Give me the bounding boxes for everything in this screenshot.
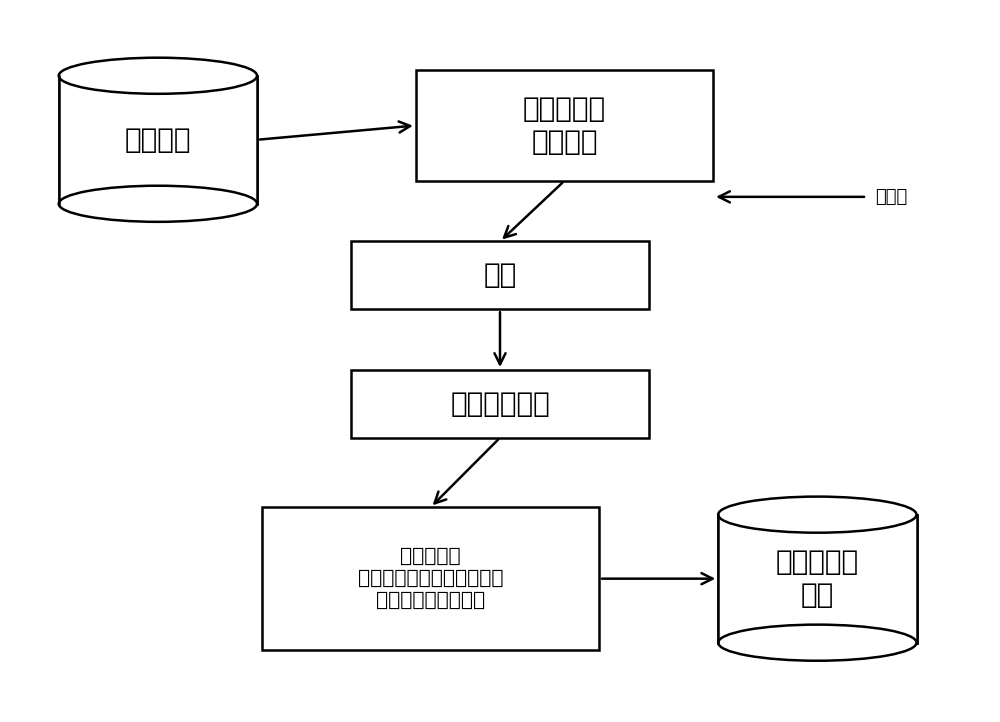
Bar <box>351 370 649 438</box>
Bar <box>416 70 713 180</box>
Text: 轨迹数据: 轨迹数据 <box>125 126 191 154</box>
Ellipse shape <box>59 186 257 222</box>
Text: 混合高斯模型: 混合高斯模型 <box>450 390 550 418</box>
Bar <box>718 515 916 643</box>
Text: 服务区车辆
驶入统计: 服务区车辆 驶入统计 <box>523 95 606 156</box>
Bar <box>351 241 649 309</box>
Bar <box>59 76 257 204</box>
Text: 多因素扩样
（主线断面交通量、服务区
类型、服务区间隔）: 多因素扩样 （主线断面交通量、服务区 类型、服务区间隔） <box>358 547 503 610</box>
Bar <box>262 508 599 650</box>
Ellipse shape <box>59 58 257 94</box>
Ellipse shape <box>718 625 916 661</box>
Ellipse shape <box>718 497 916 533</box>
Text: 聚类: 聚类 <box>483 261 517 290</box>
Text: 归一化: 归一化 <box>875 188 907 206</box>
Text: 服务区驶入
模型: 服务区驶入 模型 <box>776 549 859 609</box>
